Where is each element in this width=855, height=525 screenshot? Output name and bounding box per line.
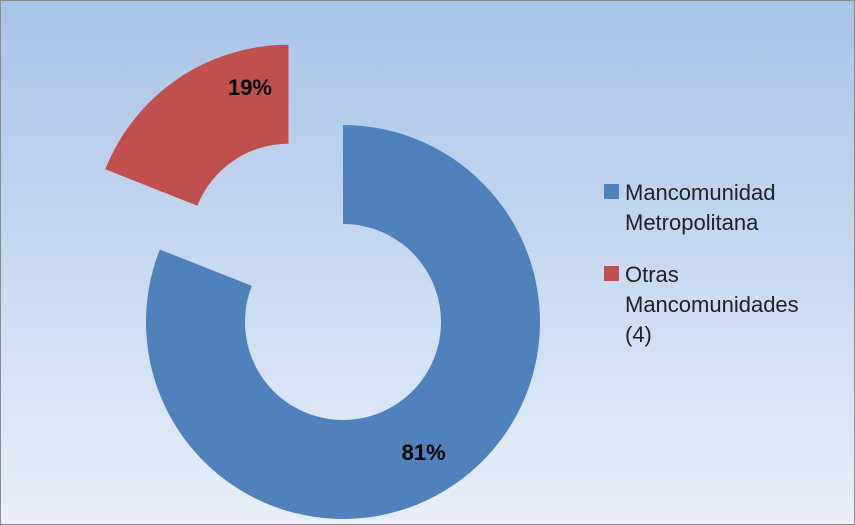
data-label: 81%: [402, 440, 446, 465]
legend-swatch: [604, 266, 619, 281]
slice: [105, 44, 289, 206]
legend-swatch: [604, 184, 619, 199]
legend-label: Mancomunidad Metropolitana: [625, 180, 776, 235]
legend-label: Otras Mancomunidades (4): [625, 262, 799, 347]
legend-item: Otras Mancomunidades (4): [604, 260, 844, 350]
legend-item: Mancomunidad Metropolitana: [604, 178, 844, 238]
slice: [145, 125, 541, 519]
legend: Mancomunidad Metropolitana Otras Mancomun…: [604, 178, 844, 372]
data-label: 19%: [228, 75, 272, 100]
